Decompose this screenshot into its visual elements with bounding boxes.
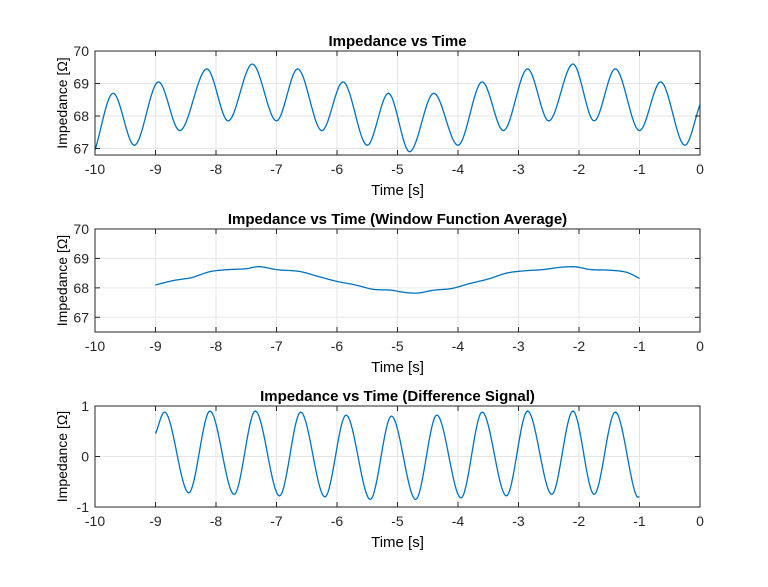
y-axis-label: Impedance [Ω]: [54, 235, 70, 326]
x-axis-label: Time [s]: [371, 359, 424, 376]
x-tick-label: -7: [270, 513, 283, 529]
x-tick-label: 0: [696, 161, 704, 177]
y-tick-label: 70: [73, 43, 89, 59]
x-tick-label: -4: [452, 338, 465, 354]
x-tick-label: -3: [512, 513, 525, 529]
panel-1: -10 -9 -8 -7 -6 -5 -4 -3 -2 -1 067686970Impedance …: [54, 33, 704, 199]
x-tick-label: -10: [85, 338, 105, 354]
panel-2: -10 -9 -8 -7 -6 -5 -4 -3 -2 -1 067686970Impedance …: [54, 211, 704, 376]
y-tick-label: 68: [73, 280, 89, 296]
x-tick-label: -10: [85, 513, 105, 529]
x-tick-label: -7: [270, 338, 283, 354]
chart-title: Impedance vs Time (Window Function Avera…: [228, 211, 567, 228]
y-axis-label: Impedance [Ω]: [54, 57, 70, 148]
x-tick-label: -1: [633, 161, 646, 177]
y-tick-label: 68: [73, 108, 89, 124]
x-tick-label: -4: [452, 161, 465, 177]
series-line: [155, 266, 640, 294]
y-tick-label: 1: [81, 398, 89, 414]
x-tick-label: -6: [331, 161, 344, 177]
x-axis-label: Time [s]: [371, 534, 424, 551]
x-tick-label: -5: [391, 161, 404, 177]
x-tick-label: 0: [696, 338, 704, 354]
x-tick-label: -2: [573, 161, 586, 177]
x-tick-label: -3: [512, 161, 525, 177]
x-tick-label: -9: [149, 338, 162, 354]
x-tick-label: -6: [331, 513, 344, 529]
x-tick-label: -9: [149, 161, 162, 177]
x-tick-label: -7: [270, 161, 283, 177]
y-tick-label: -1: [77, 499, 90, 515]
x-tick-label: -8: [210, 513, 223, 529]
x-tick-label: -5: [391, 513, 404, 529]
series-line: [94, 63, 701, 153]
x-tick-label: -8: [210, 338, 223, 354]
y-tick-label: 0: [81, 449, 89, 465]
x-tick-label: -5: [391, 338, 404, 354]
x-tick-label: -1: [633, 338, 646, 354]
x-axis-label: Time [s]: [371, 182, 424, 199]
series-line: [154, 410, 640, 501]
x-tick-label: -2: [573, 338, 586, 354]
y-tick-label: 69: [73, 250, 89, 266]
x-tick-label: -9: [149, 513, 162, 529]
x-tick-label: -3: [512, 338, 525, 354]
x-tick-label: 0: [696, 513, 704, 529]
y-axis-label: Impedance [Ω]: [54, 411, 70, 502]
chart-title: Impedance vs Time (Difference Signal): [260, 388, 535, 405]
x-tick-label: -6: [331, 338, 344, 354]
y-tick-label: 70: [73, 221, 89, 237]
chart-title: Impedance vs Time: [328, 33, 466, 50]
y-tick-label: 67: [73, 309, 89, 325]
y-tick-label: 67: [73, 141, 89, 157]
x-tick-label: -2: [573, 513, 586, 529]
y-tick-label: 69: [73, 76, 89, 92]
x-tick-label: -4: [452, 513, 465, 529]
x-tick-label: -8: [210, 161, 223, 177]
x-tick-label: -10: [85, 161, 105, 177]
x-tick-label: -1: [633, 513, 646, 529]
